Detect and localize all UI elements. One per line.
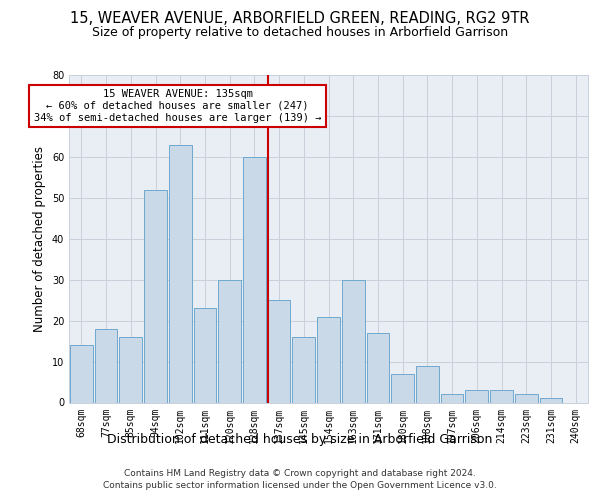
Bar — [70, 345, 93, 403]
Bar — [367, 333, 389, 402]
Bar — [490, 390, 513, 402]
Text: 15, WEAVER AVENUE, ARBORFIELD GREEN, READING, RG2 9TR: 15, WEAVER AVENUE, ARBORFIELD GREEN, REA… — [70, 11, 530, 26]
Bar — [539, 398, 562, 402]
Bar — [169, 144, 191, 402]
Bar — [441, 394, 463, 402]
Bar — [95, 329, 118, 402]
Bar — [515, 394, 538, 402]
Text: Size of property relative to detached houses in Arborfield Garrison: Size of property relative to detached ho… — [92, 26, 508, 39]
Bar — [317, 316, 340, 402]
Text: 15 WEAVER AVENUE: 135sqm
← 60% of detached houses are smaller (247)
34% of semi-: 15 WEAVER AVENUE: 135sqm ← 60% of detach… — [34, 90, 322, 122]
Text: Contains HM Land Registry data © Crown copyright and database right 2024.: Contains HM Land Registry data © Crown c… — [124, 469, 476, 478]
Bar — [243, 157, 266, 402]
Text: Distribution of detached houses by size in Arborfield Garrison: Distribution of detached houses by size … — [107, 432, 493, 446]
Bar — [218, 280, 241, 402]
Y-axis label: Number of detached properties: Number of detached properties — [33, 146, 46, 332]
Bar — [416, 366, 439, 403]
Bar — [342, 280, 365, 402]
Bar — [194, 308, 216, 402]
Bar — [391, 374, 414, 402]
Bar — [144, 190, 167, 402]
Bar — [119, 337, 142, 402]
Bar — [292, 337, 315, 402]
Bar — [268, 300, 290, 402]
Text: Contains public sector information licensed under the Open Government Licence v3: Contains public sector information licen… — [103, 481, 497, 490]
Bar — [466, 390, 488, 402]
